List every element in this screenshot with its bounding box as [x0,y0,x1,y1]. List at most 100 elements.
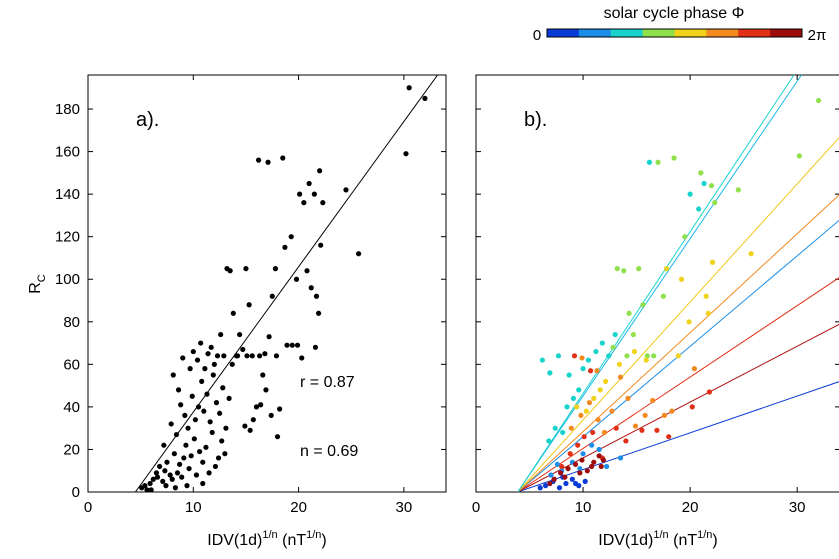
data-point [585,357,592,363]
data-point [205,351,211,357]
data-point [568,425,574,431]
data-point [796,153,802,159]
y-tick-label: 160 [55,144,80,161]
data-point [268,412,274,419]
data-point [572,480,579,487]
data-point [301,200,307,206]
panel-a-points [139,85,428,493]
data-point [555,353,562,359]
data-point [284,342,290,348]
data-point [263,387,269,393]
data-point [218,331,224,338]
panel-a-ticks: 0 10 20 30 0 20 40 60 80 100 120 140 160 180 [55,75,446,516]
data-point [306,180,312,187]
data-point [154,474,161,480]
data-point [294,342,301,348]
colorbar-swatch [674,29,707,37]
y-axis-label: RC [27,274,48,294]
data-point [187,366,193,372]
data-point [640,302,646,308]
data-point [189,393,195,399]
data-point [157,463,163,470]
data-point [539,357,545,363]
data-point [595,417,601,423]
y-tick-label: 40 [63,399,80,416]
panel-b-points [537,97,822,491]
data-point [234,353,241,359]
data-point [646,159,653,165]
data-point [579,355,585,361]
data-point [249,353,255,359]
data-point [542,483,549,489]
data-point [226,395,232,401]
data-point [198,340,204,346]
data-point [185,425,191,431]
data-point [299,355,305,361]
data-point [161,442,167,448]
data-point [247,427,253,433]
data-point [318,242,324,248]
data-point [246,302,252,308]
data-point [577,465,583,472]
phase-regression-line [517,194,839,492]
data-point [682,234,688,240]
data-point [710,259,716,265]
data-point [164,459,170,465]
data-point [206,470,212,476]
data-point [748,251,754,257]
data-point [422,95,428,102]
data-point [304,268,310,274]
data-point [565,465,571,472]
data-point [572,461,579,467]
data-point [669,408,675,414]
data-point [142,483,148,489]
data-point [171,451,177,457]
data-point [229,361,235,367]
colorbar-swatch [578,29,612,37]
data-point [208,344,214,350]
data-point [559,463,565,470]
data-point [600,457,607,463]
data-point [255,157,262,163]
colorbar-swatch [642,29,675,37]
data-point [173,431,180,438]
data-point [591,395,597,401]
data-point [273,353,280,359]
data-point [227,268,233,274]
phase-regression-line [517,75,795,492]
data-point [630,331,636,338]
data-point [191,436,197,442]
data-point [581,434,587,440]
data-point [197,448,203,455]
data-point [253,404,260,410]
data-point [577,470,583,476]
data-point [211,361,217,367]
x-tick-label: 30 [396,499,413,516]
data-point [537,485,543,491]
data-point [148,487,154,493]
data-point [168,421,174,427]
data-point [708,183,715,189]
data-point [582,478,588,484]
data-point [580,366,586,372]
data-point [221,353,227,359]
data-point [163,483,169,489]
data-point [172,485,178,491]
data-point [624,353,630,359]
data-point [186,465,192,472]
data-point [689,404,695,410]
data-point [650,397,656,404]
data-point [613,425,619,431]
data-point [217,410,223,416]
data-point [406,85,412,91]
data-point [617,374,624,380]
data-point [631,348,638,355]
data-point [587,368,594,374]
panel-a-fit-line [134,75,438,492]
data-point [566,372,572,378]
data-point [626,310,632,316]
data-point [274,434,281,440]
data-point [153,470,160,476]
data-point [280,155,286,161]
